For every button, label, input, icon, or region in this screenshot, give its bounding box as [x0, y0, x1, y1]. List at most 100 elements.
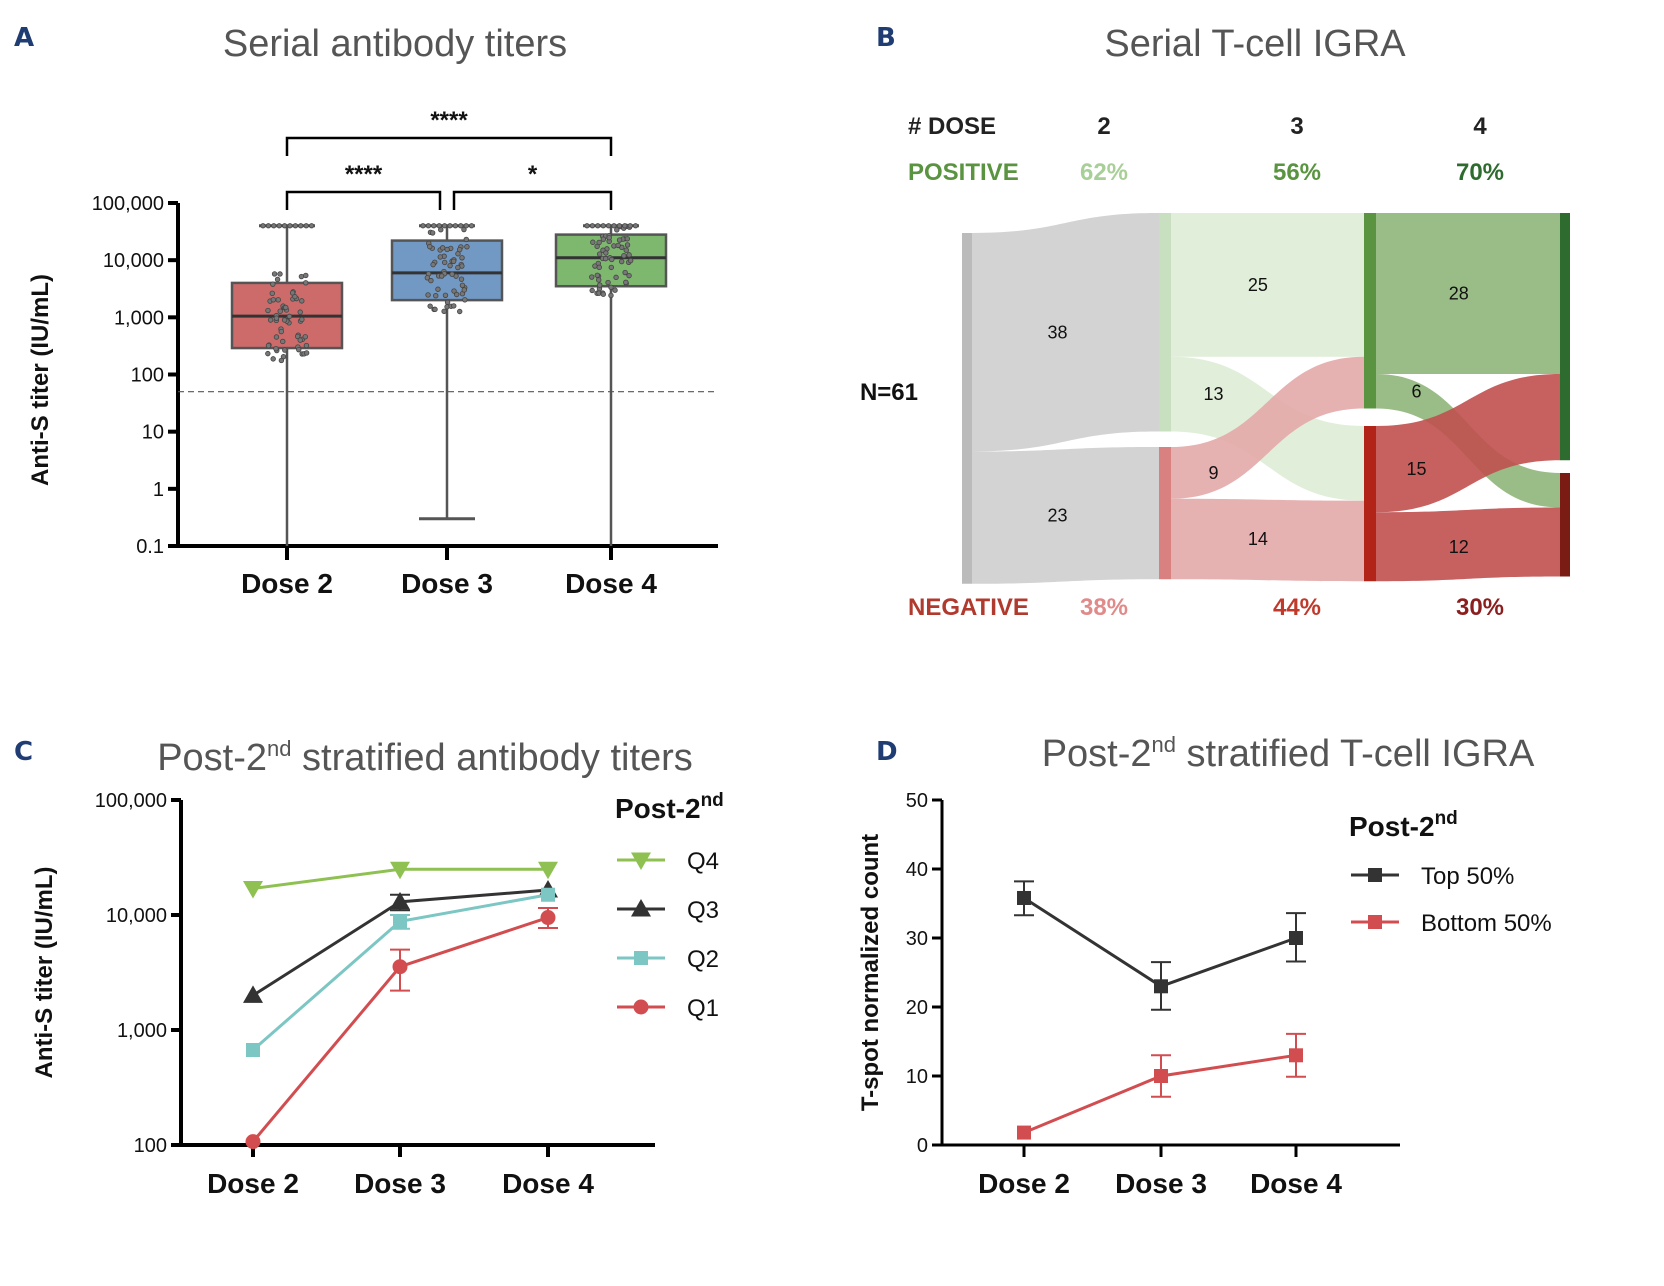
- sankey-node: [1159, 447, 1171, 580]
- x-tick-label: Dose 3: [354, 1168, 446, 1199]
- bracket-line: [285, 190, 442, 210]
- data-point: [271, 271, 278, 277]
- data-point: [458, 223, 464, 229]
- marker-square: [1017, 1125, 1031, 1140]
- sankey-node: [1364, 213, 1376, 409]
- data-point: [447, 223, 453, 229]
- flow-value-label: 9: [1208, 463, 1218, 483]
- positive-pct: 62%: [1080, 159, 1128, 186]
- legend-item: Q2: [617, 946, 719, 973]
- negative-pct: 30%: [1456, 594, 1504, 621]
- data-point: [600, 236, 607, 242]
- x-tick-label: Dose 3: [401, 568, 493, 599]
- data-point: [425, 292, 431, 298]
- flow-value-label: 14: [1248, 529, 1268, 549]
- marker-triangle-up: [390, 891, 410, 910]
- data-point: [427, 243, 433, 250]
- sankey-flow: [972, 213, 1159, 452]
- positive-label: POSITIVE: [908, 159, 1019, 186]
- data-point: [427, 303, 433, 309]
- panel-c-linechart: 100 1,000 10,000 100,000 Anti-S titer (IU/mL…: [31, 790, 724, 1199]
- data-point: [450, 258, 457, 264]
- data-point: [420, 223, 426, 229]
- x-tick-label: Dose 3: [1115, 1168, 1207, 1199]
- data-point: [437, 254, 443, 260]
- data-point: [282, 347, 288, 353]
- legend-item: Q3: [617, 897, 719, 924]
- sankey-flow: [1171, 213, 1364, 357]
- legend-label: Bottom 50%: [1421, 910, 1552, 937]
- data-point: [624, 242, 631, 248]
- data-point: [270, 297, 277, 303]
- bracket-line: [285, 136, 613, 156]
- y-tick-label: 100,000: [92, 193, 164, 215]
- data-point: [451, 288, 457, 294]
- sankey-node: [1159, 213, 1171, 432]
- x-tick-label: Dose 2: [207, 1168, 299, 1199]
- box-4: [554, 223, 668, 546]
- bracket-line: [452, 190, 613, 210]
- data-point: [462, 297, 468, 303]
- marker-triangle-up: [631, 899, 651, 917]
- data-point: [619, 258, 625, 265]
- data-point: [433, 293, 439, 299]
- legend-item: Bottom 50%: [1351, 910, 1552, 937]
- data-point: [303, 280, 309, 286]
- y-tick-label: 100: [131, 365, 164, 387]
- data-point: [449, 271, 455, 277]
- total-label: N=61: [860, 379, 918, 406]
- x-tick-label: Dose 4: [565, 568, 657, 599]
- data-point: [613, 274, 619, 281]
- data-point: [464, 244, 470, 250]
- data-point: [457, 246, 463, 253]
- data-point: [606, 234, 612, 241]
- data-point: [297, 309, 303, 315]
- data-point: [458, 276, 465, 282]
- data-point: [596, 277, 602, 283]
- marker-square: [634, 951, 648, 965]
- data-point: [431, 223, 437, 229]
- panel-a-boxplot: 0.1 1 10 100 1,000 10,000 100,000 Anti-S titer …: [27, 107, 718, 599]
- data-point: [624, 236, 631, 242]
- y-tick-label: 10: [906, 1066, 928, 1088]
- x-tick-label: Dose 4: [502, 1168, 594, 1199]
- sankey-flow: [1376, 374, 1560, 513]
- data-point: [459, 282, 466, 289]
- data-point: [297, 337, 303, 343]
- sankey-flow: [1376, 507, 1560, 582]
- data-point: [303, 223, 309, 229]
- data-point: [623, 247, 629, 253]
- flow-value-label: 23: [1047, 505, 1067, 525]
- positive-pct: 70%: [1456, 159, 1504, 186]
- data-point: [274, 276, 281, 283]
- data-point: [298, 223, 304, 229]
- data-point: [281, 317, 288, 323]
- dose-number: 4: [1473, 113, 1487, 140]
- y-axis-label: T-spot normalized count: [857, 834, 884, 1111]
- data-point: [594, 272, 601, 278]
- legend-item: Q4: [617, 848, 719, 875]
- marker-circle: [245, 1134, 261, 1150]
- data-point: [589, 274, 595, 280]
- data-point: [265, 350, 271, 357]
- x-tick-label: Dose 2: [978, 1168, 1070, 1199]
- y-tick-label: 30: [906, 928, 928, 950]
- data-point: [441, 259, 448, 266]
- flow-value-label: 25: [1248, 275, 1268, 295]
- series-bottom-50-: [1017, 1032, 1306, 1140]
- data-point: [283, 304, 289, 311]
- data-point: [439, 273, 445, 279]
- data-point: [584, 223, 590, 229]
- negative-pct: 44%: [1273, 594, 1321, 621]
- negative-label: NEGATIVE: [908, 594, 1029, 621]
- data-point: [269, 290, 275, 297]
- y-tick-label: 10,000: [106, 905, 167, 927]
- data-point: [608, 284, 614, 290]
- data-point: [626, 272, 632, 279]
- data-point: [623, 279, 629, 286]
- marker-square: [1368, 868, 1382, 882]
- data-point: [622, 269, 628, 276]
- data-point: [447, 262, 453, 269]
- data-point: [298, 273, 305, 280]
- sankey-node: [1364, 426, 1376, 582]
